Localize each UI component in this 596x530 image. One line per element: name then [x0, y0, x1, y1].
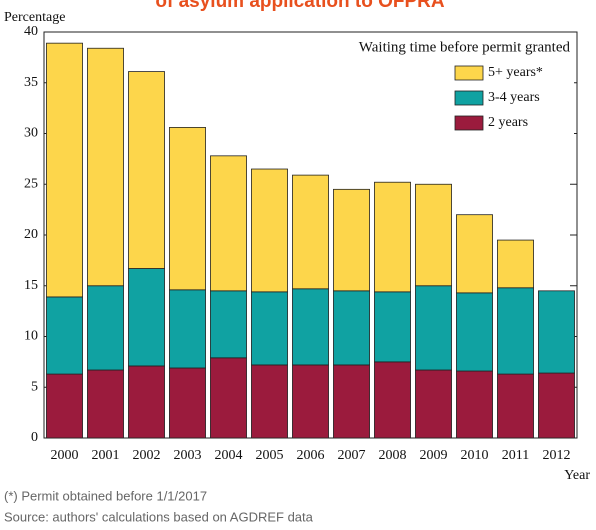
legend-swatch	[454, 90, 484, 106]
y-tick-label: 15	[24, 278, 38, 293]
bar-segment	[210, 155, 247, 292]
bar-segment	[292, 288, 329, 366]
x-tick-label: 2002	[133, 448, 161, 463]
x-tick-label: 2004	[215, 448, 243, 463]
bar-segment	[292, 174, 329, 290]
bar-segment	[251, 364, 288, 439]
x-tick-label: 2007	[338, 448, 366, 463]
x-tick-label: 2009	[420, 448, 448, 463]
legend-swatch	[454, 115, 484, 131]
footnote: (*) Permit obtained before 1/1/2017	[4, 488, 207, 503]
bar-segment	[292, 364, 329, 439]
x-tick-label: 2003	[174, 448, 202, 463]
bar-segment	[497, 373, 534, 439]
bar-segment	[46, 296, 83, 375]
legend-label: 2 years	[488, 115, 528, 130]
x-tick-label: 2011	[502, 448, 529, 463]
bar-segment	[87, 285, 124, 371]
bar-segment	[538, 290, 575, 374]
bar-segment	[128, 268, 165, 367]
legend-label: 3-4 years	[488, 90, 540, 105]
y-tick-label: 40	[24, 24, 38, 39]
bar-segment	[333, 364, 370, 439]
bar-segment	[251, 291, 288, 366]
bar-segment	[210, 357, 247, 439]
y-tick-label: 5	[31, 379, 38, 394]
legend-label: 5+ years*	[488, 65, 543, 80]
x-tick-label: 2001	[92, 448, 120, 463]
bar-segment	[169, 127, 206, 291]
bar-segment	[128, 365, 165, 439]
bar-segment	[497, 239, 534, 289]
bar-segment	[497, 287, 534, 375]
bar-segment	[210, 290, 247, 359]
bar-segment	[538, 372, 575, 439]
legend-swatch	[454, 65, 484, 81]
x-tick-label: 2006	[297, 448, 325, 463]
y-tick-label: 0	[31, 430, 38, 445]
bar-segment	[415, 369, 452, 439]
bar-segment	[456, 214, 493, 294]
bar-segment	[46, 42, 83, 298]
bar-segment	[128, 71, 165, 269]
bar-segment	[456, 292, 493, 372]
bar-segment	[374, 181, 411, 293]
bar-segment	[169, 289, 206, 369]
bar-segment	[87, 369, 124, 439]
y-tick-label: 25	[24, 176, 38, 191]
bar-segment	[87, 47, 124, 287]
y-tick-label: 30	[24, 126, 38, 141]
legend-box	[296, 36, 574, 136]
bar-segment	[415, 285, 452, 371]
bar-segment	[251, 168, 288, 293]
x-tick-label: 2012	[543, 448, 571, 463]
bar-segment	[374, 361, 411, 439]
bar-segment	[456, 370, 493, 439]
x-tick-label: 2008	[379, 448, 407, 463]
x-tick-label: 2005	[256, 448, 284, 463]
y-axis-label: Percentage	[4, 10, 65, 25]
bar-segment	[415, 183, 452, 287]
x-tick-label: 2010	[461, 448, 489, 463]
x-tick-label: 2000	[51, 448, 79, 463]
chart-title: of asylum application to OFPRA	[155, 0, 445, 12]
source-note: Source: authors' calculations based on A…	[4, 509, 314, 524]
bar-segment	[46, 373, 83, 439]
bar-segment	[169, 367, 206, 439]
bar-segment	[333, 188, 370, 292]
bar-segment	[333, 290, 370, 366]
y-tick-label: 10	[24, 329, 38, 344]
y-tick-label: 20	[24, 227, 38, 242]
x-axis-label: Year	[564, 468, 590, 483]
legend-title: Waiting time before permit granted	[359, 39, 571, 55]
y-tick-label: 35	[24, 75, 38, 90]
bar-segment	[374, 291, 411, 363]
